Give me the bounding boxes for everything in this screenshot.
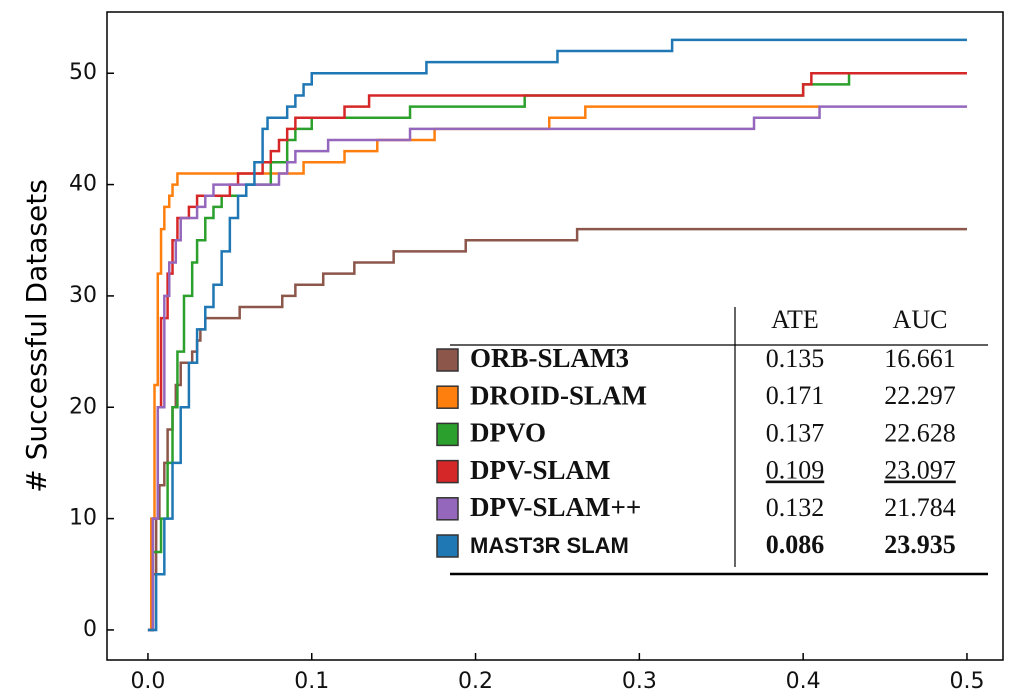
table-cell: 0.086: [766, 530, 825, 559]
legend-swatch: [436, 422, 459, 447]
x-tick-label: 0.1: [294, 669, 329, 694]
x-tick-label: 0.0: [130, 669, 165, 694]
table-header: ATE: [771, 305, 819, 334]
plot-frame: [106, 11, 1004, 661]
series-line: [147, 38, 967, 632]
legend-label: ORB-SLAM3: [470, 343, 629, 373]
series-line: [147, 73, 851, 632]
table-cell: 22.628: [884, 418, 956, 447]
x-tick-label: 0.4: [786, 669, 821, 694]
table-cell: 16.661: [884, 344, 956, 373]
legend-swatch: [436, 459, 459, 484]
y-tick-label: 50: [69, 60, 97, 85]
series-line: [147, 105, 967, 632]
table-header: AUC: [893, 305, 948, 334]
x-tick-label: 0.5: [949, 669, 984, 694]
table-cell: 22.297: [884, 381, 956, 410]
y-tick-label: 0: [83, 617, 97, 642]
table-cell: 0.109: [766, 456, 825, 485]
x-tick-label: 0.2: [458, 669, 493, 694]
legend-swatch: [436, 348, 459, 372]
series-line: [147, 227, 967, 632]
y-tick-label: 30: [69, 283, 97, 308]
legend-swatch: [436, 534, 459, 558]
legend-label: MAST3R SLAM: [470, 533, 629, 558]
table-cell: 21.784: [884, 493, 956, 522]
table-cell: 23.097: [884, 456, 956, 485]
legend-label: DPV-SLAM++: [470, 492, 641, 522]
y-tick-label: 10: [69, 506, 97, 531]
table-cell: 0.171: [766, 381, 825, 410]
table-cell: 0.135: [766, 344, 825, 373]
table-cell: 23.935: [884, 530, 956, 559]
y-axis-label: # Successful Datasets: [20, 179, 53, 493]
legend-swatch: [436, 385, 459, 409]
table-cell: 0.132: [766, 493, 825, 522]
legend-label: DPV-SLAM: [470, 455, 610, 485]
legend-label: DROID-SLAM: [470, 380, 647, 410]
x-tick-label: 0.3: [622, 669, 657, 694]
table-cell: 0.137: [766, 418, 825, 447]
y-tick-label: 40: [69, 172, 97, 197]
y-tick-label: 20: [69, 394, 97, 419]
legend-swatch: [436, 497, 459, 521]
legend-label: DPVO: [470, 418, 546, 448]
